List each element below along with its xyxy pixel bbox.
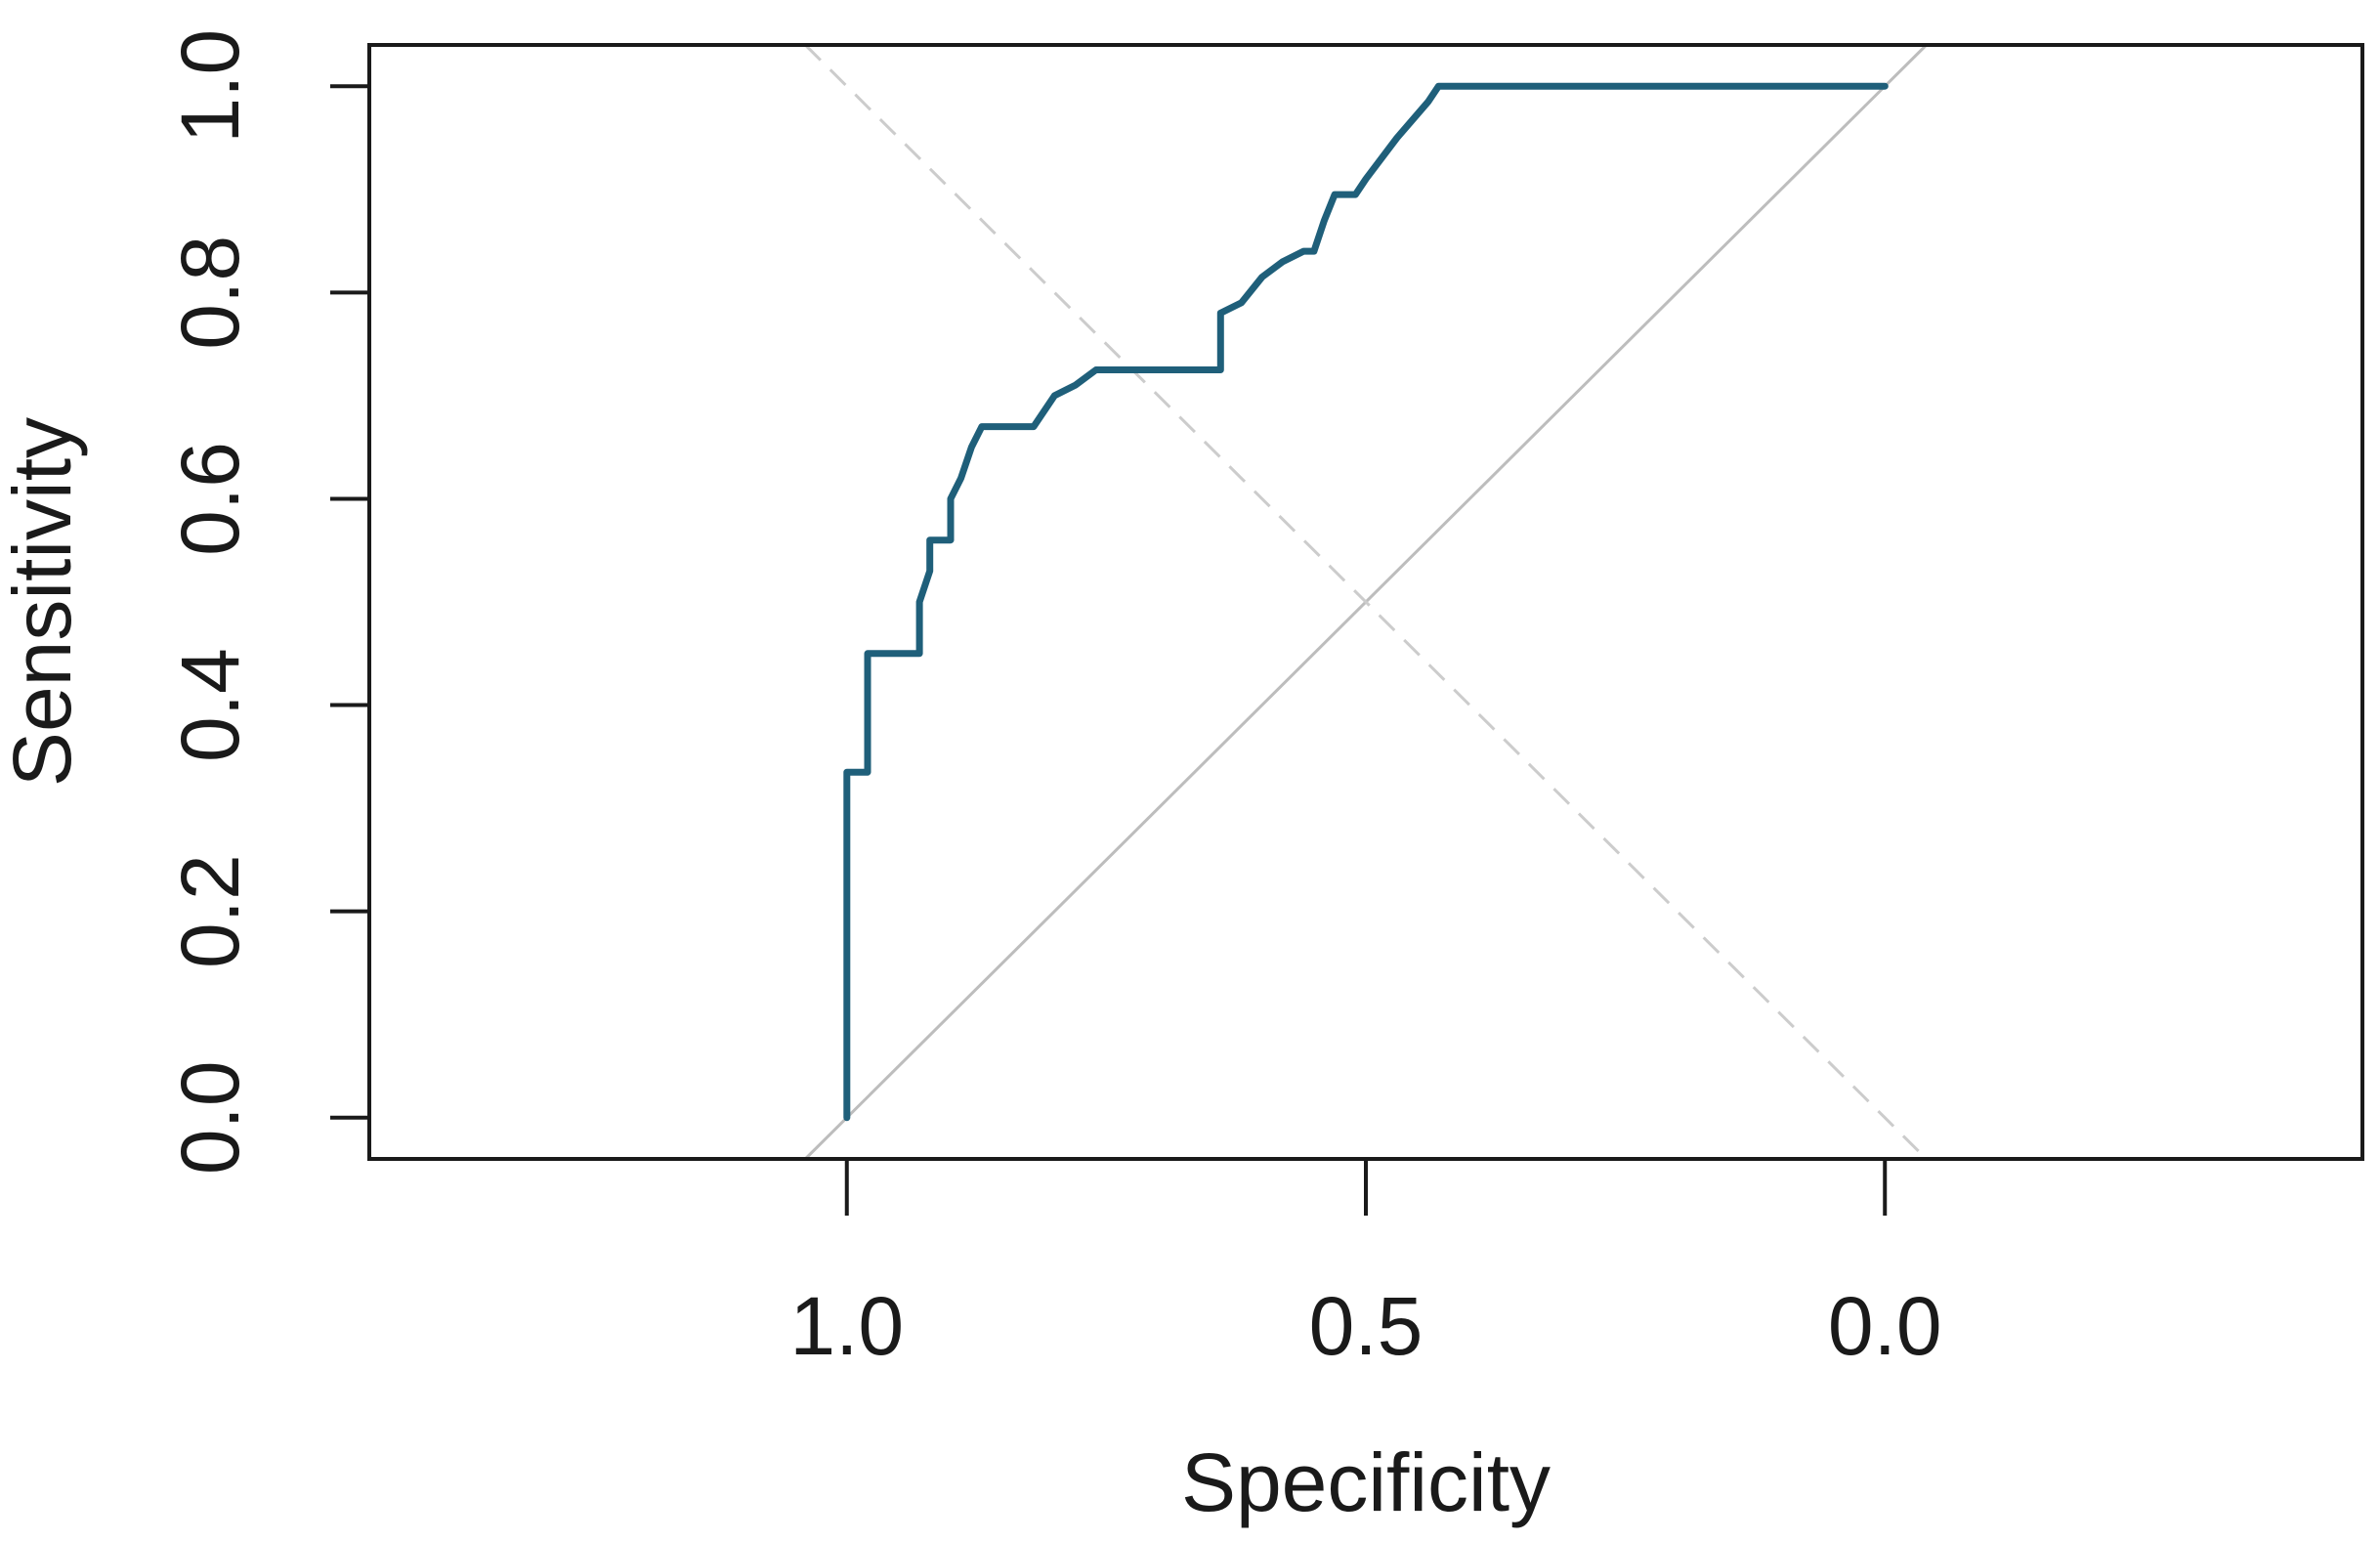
y-tick-label: 1.0 [164, 29, 256, 144]
y-tick-label: 0.2 [164, 854, 256, 968]
y-axis-title: Sensitivity [0, 417, 88, 787]
reference-line-anti-diagonal [804, 43, 1928, 1161]
y-axis: 0.0 0.2 0.4 0.6 0.8 1.0 [164, 29, 369, 1175]
y-tick-label: 0.8 [164, 235, 256, 350]
x-tick-label: 1.0 [789, 1280, 904, 1372]
y-tick-label: 0.4 [164, 648, 256, 762]
reference-lines [804, 43, 1928, 1161]
y-tick-label: 0.0 [164, 1060, 256, 1175]
y-tick-label: 0.6 [164, 442, 256, 556]
x-tick-label: 0.5 [1309, 1280, 1424, 1372]
roc-curve-line [843, 82, 1889, 1122]
series-layer [843, 82, 1889, 1122]
x-axis-title: Specificity [1181, 1436, 1551, 1528]
x-tick-label: 0.0 [1828, 1280, 1942, 1372]
x-axis: 1.0 0.5 0.0 [789, 1159, 1942, 1372]
